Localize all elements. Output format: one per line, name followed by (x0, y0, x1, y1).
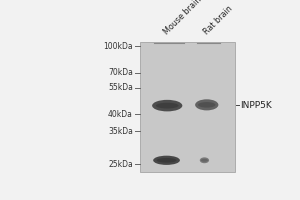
Text: Mouse brain: Mouse brain (163, 0, 204, 36)
Ellipse shape (157, 158, 177, 163)
Ellipse shape (198, 102, 215, 108)
Ellipse shape (200, 157, 209, 163)
Text: 40kDa: 40kDa (108, 110, 133, 119)
Bar (140, 42, 235, 172)
Text: Rat brain: Rat brain (202, 4, 234, 36)
Text: 35kDa: 35kDa (108, 127, 133, 136)
Ellipse shape (201, 159, 208, 162)
Text: 25kDa: 25kDa (108, 160, 133, 169)
Text: 100kDa: 100kDa (103, 42, 133, 51)
Ellipse shape (153, 156, 180, 165)
Text: 55kDa: 55kDa (108, 83, 133, 92)
Ellipse shape (195, 99, 218, 110)
Ellipse shape (156, 103, 178, 109)
Text: 70kDa: 70kDa (108, 68, 133, 77)
Ellipse shape (152, 100, 182, 111)
Text: INPP5K: INPP5K (240, 101, 272, 110)
